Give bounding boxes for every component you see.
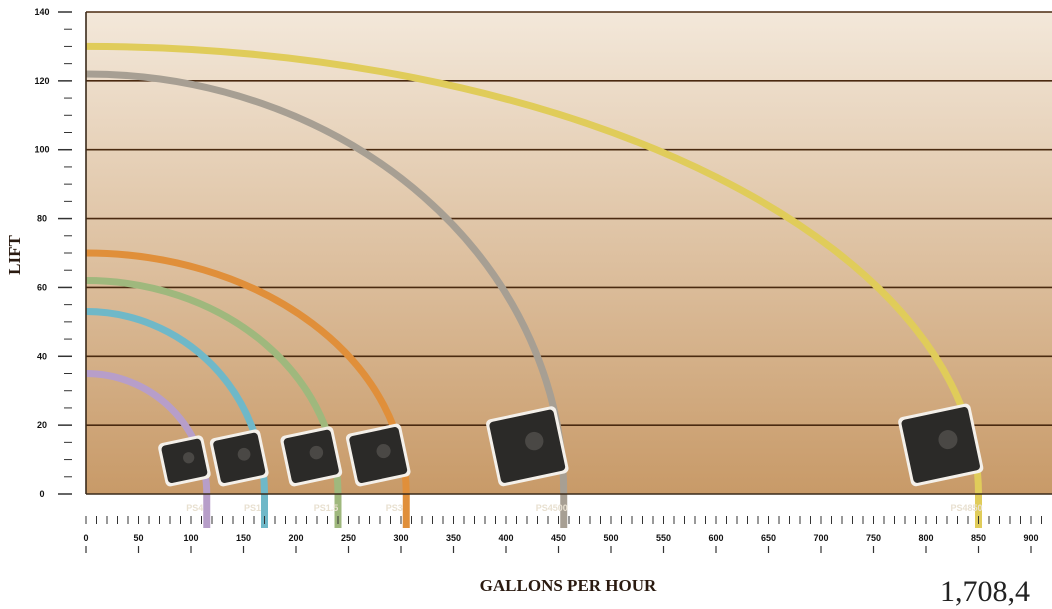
y-tick-label: 120 <box>34 76 49 86</box>
x-axis-title: GALLONS PER HOUR <box>480 576 657 595</box>
y-axis-title: LIFT <box>5 235 24 275</box>
series-label: PS4 <box>186 503 203 513</box>
x-tick-label: 600 <box>708 533 723 543</box>
series-label: PS1.5 <box>314 503 339 513</box>
y-tick-label: 40 <box>37 351 47 361</box>
x-tick-label: 50 <box>133 533 143 543</box>
x-tick-label: 250 <box>341 533 356 543</box>
series-label: PS4850 <box>950 503 982 513</box>
x-tick-label: 150 <box>236 533 251 543</box>
pump-knob <box>525 431 544 451</box>
pump-icon <box>898 403 984 487</box>
pump-labels: PS4 PS1 PS1.5 PS3 PS4500 PS4850 <box>186 503 982 513</box>
x-tick-label: 0 <box>83 533 88 543</box>
pump-knob <box>309 445 324 460</box>
pump-icon <box>345 423 411 487</box>
y-tick-label: 0 <box>39 489 44 499</box>
x-tick-label: 500 <box>603 533 618 543</box>
pump-icon <box>158 435 211 487</box>
pump-knob <box>237 447 251 461</box>
pump-icon <box>486 406 569 487</box>
pump-knob <box>938 430 958 450</box>
pump-icons <box>158 403 984 487</box>
pump-knob <box>376 443 391 459</box>
x-tick-label: 800 <box>918 533 933 543</box>
footer-number: 1,708,4 <box>940 575 1030 608</box>
x-tick-label: 300 <box>393 533 408 543</box>
series-label: PS4500 <box>536 503 568 513</box>
y-tick-label: 60 <box>37 282 47 292</box>
y-tick-label: 20 <box>37 420 47 430</box>
y-axis: 0 20 40 60 80 100 120 140 <box>34 7 87 499</box>
pump-knob <box>183 452 195 464</box>
x-tick-label: 900 <box>1023 533 1038 543</box>
x-tick-label: 850 <box>971 533 986 543</box>
y-tick-label: 140 <box>34 7 49 17</box>
x-axis: 0 50 100 150 200 250 300 350 400 450 500 550 600 650 7… <box>83 493 1052 553</box>
x-tick-label: 750 <box>866 533 881 543</box>
y-tick-label: 80 <box>37 214 47 224</box>
x-tick-label: 100 <box>183 533 198 543</box>
series-label: PS3 <box>386 503 403 513</box>
x-tick-label: 200 <box>288 533 303 543</box>
pump-icon <box>209 429 269 487</box>
pump-icon <box>280 426 343 487</box>
x-tick-label: 650 <box>761 533 776 543</box>
y-tick-label: 100 <box>34 145 49 155</box>
x-tick-label: 550 <box>656 533 671 543</box>
x-tick-label: 700 <box>813 533 828 543</box>
x-tick-label: 450 <box>551 533 566 543</box>
series-line <box>85 42 982 528</box>
x-tick-label: 350 <box>446 533 461 543</box>
x-tick-label: 400 <box>498 533 513 543</box>
series-label: PS1 <box>244 503 261 513</box>
